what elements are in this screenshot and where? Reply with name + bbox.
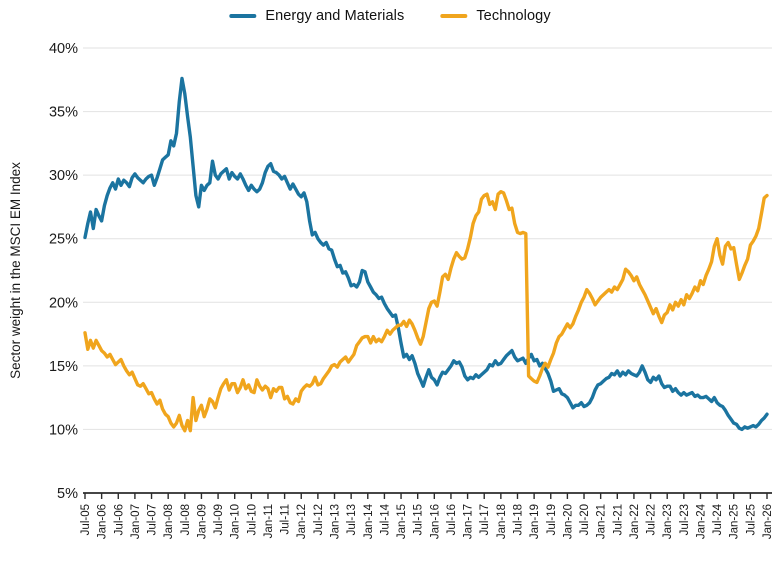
x-tick-label-Jan-06: Jan-06 bbox=[97, 504, 109, 539]
y-tick-label-15%: 15% bbox=[49, 359, 78, 375]
x-tick-label-Jul-11: Jul-11 bbox=[280, 504, 292, 534]
y-tick-label-35%: 35% bbox=[49, 105, 78, 121]
x-tick-label-Jul-12: Jul-12 bbox=[313, 504, 325, 535]
x-tick-label-Jul-13: Jul-13 bbox=[346, 504, 358, 535]
y-tick-label-5%: 5% bbox=[57, 486, 78, 502]
x-tick-label-Jan-23: Jan-23 bbox=[662, 504, 674, 539]
x-tick-label-Jul-08: Jul-08 bbox=[180, 504, 192, 535]
y-tick-label-25%: 25% bbox=[49, 232, 78, 248]
x-tick-label-Jul-17: Jul-17 bbox=[479, 504, 491, 535]
y-tick-label-10%: 10% bbox=[49, 422, 78, 438]
x-tick-label-Jan-12: Jan-12 bbox=[296, 504, 308, 539]
x-tick-label-Jul-20: Jul-20 bbox=[579, 504, 591, 535]
x-tick-label-Jan-11: Jan-11 bbox=[263, 504, 275, 538]
x-tick-label-Jul-07: Jul-07 bbox=[147, 504, 159, 535]
y-tick-label-20%: 20% bbox=[49, 295, 78, 311]
y-tick-label-40%: 40% bbox=[49, 41, 78, 57]
x-tick-label-Jan-13: Jan-13 bbox=[330, 504, 342, 539]
x-tick-label-Jul-09: Jul-09 bbox=[213, 504, 225, 535]
x-tick-label-Jul-25: Jul-25 bbox=[745, 504, 757, 535]
x-tick-label-Jul-10: Jul-10 bbox=[246, 504, 258, 535]
energy-and-materials-legend-label: Energy and Materials bbox=[265, 8, 405, 24]
chart-legend: Energy and Materials Technology bbox=[229, 8, 551, 24]
y-tick-label-30%: 30% bbox=[49, 168, 78, 184]
x-tick-label-Jul-06: Jul-06 bbox=[113, 504, 125, 535]
y-axis-title: Sector weight in the MSCI EM Index bbox=[8, 162, 23, 379]
energy-and-materials-swatch bbox=[229, 14, 257, 18]
x-tick-label-Jul-18: Jul-18 bbox=[512, 504, 524, 535]
technology-legend-label: Technology bbox=[476, 8, 551, 24]
x-tick-label-Jul-21: Jul-21 bbox=[612, 504, 624, 535]
x-tick-label-Jan-09: Jan-09 bbox=[196, 504, 208, 539]
x-tick-label-Jan-10: Jan-10 bbox=[230, 504, 242, 539]
technology-line bbox=[83, 189, 769, 433]
x-tick-label-Jul-16: Jul-16 bbox=[446, 504, 458, 535]
x-tick-label-Jan-20: Jan-20 bbox=[562, 504, 574, 539]
x-tick-label-Jul-19: Jul-19 bbox=[546, 504, 558, 535]
x-tick-label-Jul-05: Jul-05 bbox=[80, 504, 92, 535]
x-tick-label-Jan-21: Jan-21 bbox=[596, 504, 608, 539]
x-tick-label-Jan-16: Jan-16 bbox=[429, 504, 441, 539]
legend-item-technology: Technology bbox=[440, 8, 551, 24]
x-tick-label-Jan-07: Jan-07 bbox=[130, 504, 142, 539]
x-tick-label-Jan-15: Jan-15 bbox=[396, 504, 408, 539]
x-tick-label-Jan-08: Jan-08 bbox=[163, 504, 175, 539]
x-tick-label-Jan-22: Jan-22 bbox=[629, 504, 641, 539]
energy-and-materials-line bbox=[83, 76, 769, 432]
x-tick-label-Jul-24: Jul-24 bbox=[712, 503, 724, 535]
x-tick-label-Jan-25: Jan-25 bbox=[729, 504, 741, 539]
x-tick-label-Jan-24: Jan-24 bbox=[695, 503, 707, 539]
x-tick-label-Jan-14: Jan-14 bbox=[363, 503, 375, 539]
x-tick-label-Jan-19: Jan-19 bbox=[529, 504, 541, 539]
x-tick-label-Jan-26: Jan-26 bbox=[762, 504, 774, 539]
technology-swatch bbox=[440, 14, 468, 18]
x-tick-label-Jul-14: Jul-14 bbox=[379, 503, 391, 535]
x-tick-label-Jan-18: Jan-18 bbox=[496, 504, 508, 539]
x-tick-label-Jan-17: Jan-17 bbox=[463, 504, 475, 539]
x-tick-label-Jul-15: Jul-15 bbox=[413, 504, 425, 535]
x-tick-label-Jul-23: Jul-23 bbox=[679, 504, 691, 535]
x-tick-label-Jul-22: Jul-22 bbox=[646, 504, 658, 535]
legend-item-energy-and-materials: Energy and Materials bbox=[229, 8, 404, 24]
